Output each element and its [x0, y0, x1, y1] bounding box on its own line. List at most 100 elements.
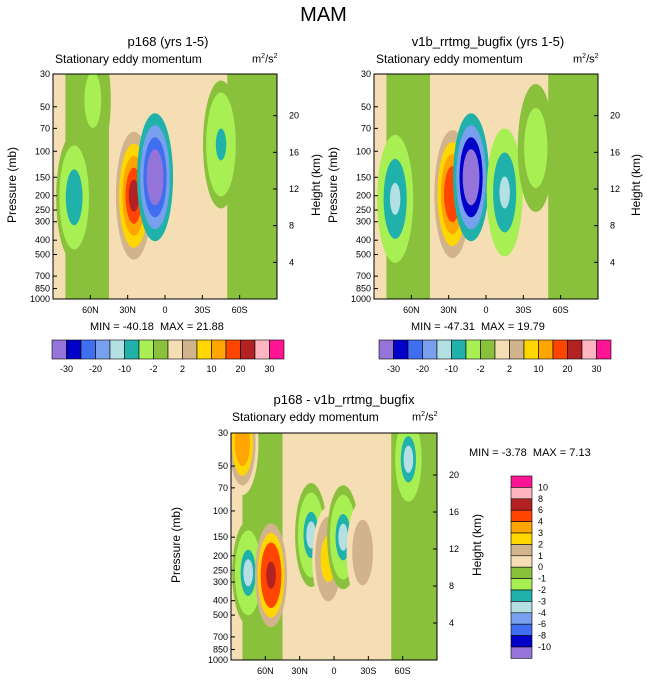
colorbar-label: 3	[538, 528, 543, 538]
y-right-tick-label: 4	[610, 257, 615, 267]
y-tick-label: 400	[35, 235, 50, 245]
colorbar-swatch	[510, 589, 533, 602]
y-tick-label: 100	[35, 146, 50, 156]
y-tick-label: 300	[35, 217, 50, 227]
y-tick-label: 250	[356, 205, 371, 215]
y-right-tick-label: 20	[610, 111, 620, 121]
contour-feature-1	[243, 559, 253, 587]
y-right-tick-label: 16	[449, 507, 459, 517]
colorbar-label: -10	[445, 364, 458, 374]
y-right-tick-label: 8	[449, 581, 454, 591]
y-tick-label: 70	[361, 123, 371, 133]
colorbar-swatch	[196, 339, 212, 360]
y-tick-label: 250	[213, 565, 228, 575]
y-tick-label: 30	[361, 69, 371, 79]
colorbar-swatch	[138, 339, 154, 360]
y-right-tick-label: 12	[289, 184, 299, 194]
colorbar-swatch	[510, 544, 533, 557]
contour-feature-3	[149, 161, 161, 194]
x-tick-label: 60N	[403, 305, 420, 315]
colorbar-swatch	[523, 339, 539, 360]
panel-1-units: m2/s2	[252, 53, 278, 66]
colorbar-label: -3	[538, 596, 546, 606]
y-tick-label: 300	[356, 217, 371, 227]
y-right-tick-label: 20	[449, 470, 459, 480]
y-tick-label: 500	[35, 250, 50, 260]
colorbar-label: 20	[562, 364, 572, 374]
colorbar-swatch	[510, 555, 533, 568]
y-right-tick-label: 8	[289, 221, 294, 231]
colorbar-label: -2	[149, 364, 157, 374]
y-right-tick-label: 4	[289, 257, 294, 267]
panel-1-contours	[53, 74, 277, 299]
colorbar-swatch	[153, 339, 169, 360]
y-tick-label: 150	[35, 172, 50, 182]
contour-feature-2	[266, 561, 276, 589]
colorbar-swatch	[422, 339, 438, 360]
colorbar-swatch	[510, 521, 533, 534]
colorbar-swatch	[465, 339, 481, 360]
y-tick-label: 70	[218, 483, 228, 493]
y-tick-label: 200	[213, 551, 228, 561]
y-tick-label: 50	[40, 102, 50, 112]
y-tick-label: 100	[213, 506, 228, 516]
panel-2-title: v1b_rrtmg_bugfix (yrs 1-5)	[411, 34, 565, 49]
y-tick-label: 400	[356, 235, 371, 245]
contour-feature-6	[357, 538, 368, 567]
contour-feature-5	[530, 131, 541, 164]
colorbar-label: -1	[538, 574, 546, 584]
x-tick-label: 0	[331, 666, 336, 676]
field-band-neutral	[171, 74, 209, 266]
colorbar-swatch	[393, 339, 409, 360]
colorbar-label: 0	[538, 562, 543, 572]
y-tick-label: 500	[356, 250, 371, 260]
y-tick-label: 250	[35, 205, 50, 215]
y-tick-label: 30	[218, 428, 228, 438]
panel-1-title: p168 (yrs 1-5)	[127, 34, 209, 49]
y-tick-label: 50	[361, 102, 371, 112]
panel-2-ylabel: Pressure (mb)	[326, 146, 340, 224]
y-right-tick-label: 8	[610, 221, 615, 231]
colorbar-swatch	[211, 339, 227, 360]
y-right-tick-label: 4	[449, 618, 454, 628]
colorbar-swatch	[596, 339, 612, 360]
colorbar-label: 30	[264, 364, 274, 374]
colorbar-label: 2	[538, 539, 543, 549]
colorbar-swatch	[494, 339, 510, 360]
colorbar-swatch	[436, 339, 452, 360]
y-tick-label: 300	[213, 577, 228, 587]
panel-3-units: m2/s2	[412, 411, 438, 424]
colorbar-panel-3: 10 86 432 10 -1-2-3 -4-6 -8-10	[510, 475, 551, 659]
y-tick-label: 500	[213, 610, 228, 620]
panel-3-min: MIN = -3.78	[469, 447, 527, 459]
panel-3-contours	[231, 433, 437, 660]
panel-1-max: MAX = 21.88	[160, 321, 224, 333]
x-tick-label: 60N	[82, 305, 99, 315]
y-tick-label: 850	[213, 644, 228, 654]
page-title: MAM	[300, 4, 347, 26]
colorbar-label: 2	[180, 364, 185, 374]
colorbar-swatch	[538, 339, 554, 360]
colorbar-swatch	[510, 635, 533, 648]
panel-2-units: m2/s2	[573, 53, 599, 66]
colorbar-swatch	[510, 646, 533, 659]
colorbar-label: -4	[538, 608, 546, 618]
colorbar-swatch	[407, 339, 423, 360]
colorbar-swatch	[510, 623, 533, 636]
colorbar-label: -30	[60, 364, 73, 374]
colorbar-label: -2	[538, 585, 546, 595]
colorbar-label: 20	[235, 364, 245, 374]
colorbar-panel-1: -30 -20 -10 -2 2 10 20 30	[51, 339, 285, 374]
panel-1-min-max: MIN = -40.18 MAX = 21.88	[90, 321, 224, 333]
y-right-tick-label: 20	[289, 111, 299, 121]
colorbar-swatch	[510, 612, 533, 625]
contour-feature-1	[68, 181, 80, 214]
colorbar-swatch	[480, 339, 496, 360]
colorbar-swatch	[510, 566, 533, 579]
colorbar-swatch	[51, 339, 67, 360]
colorbar-swatch	[451, 339, 467, 360]
contour-feature-3	[465, 161, 477, 194]
